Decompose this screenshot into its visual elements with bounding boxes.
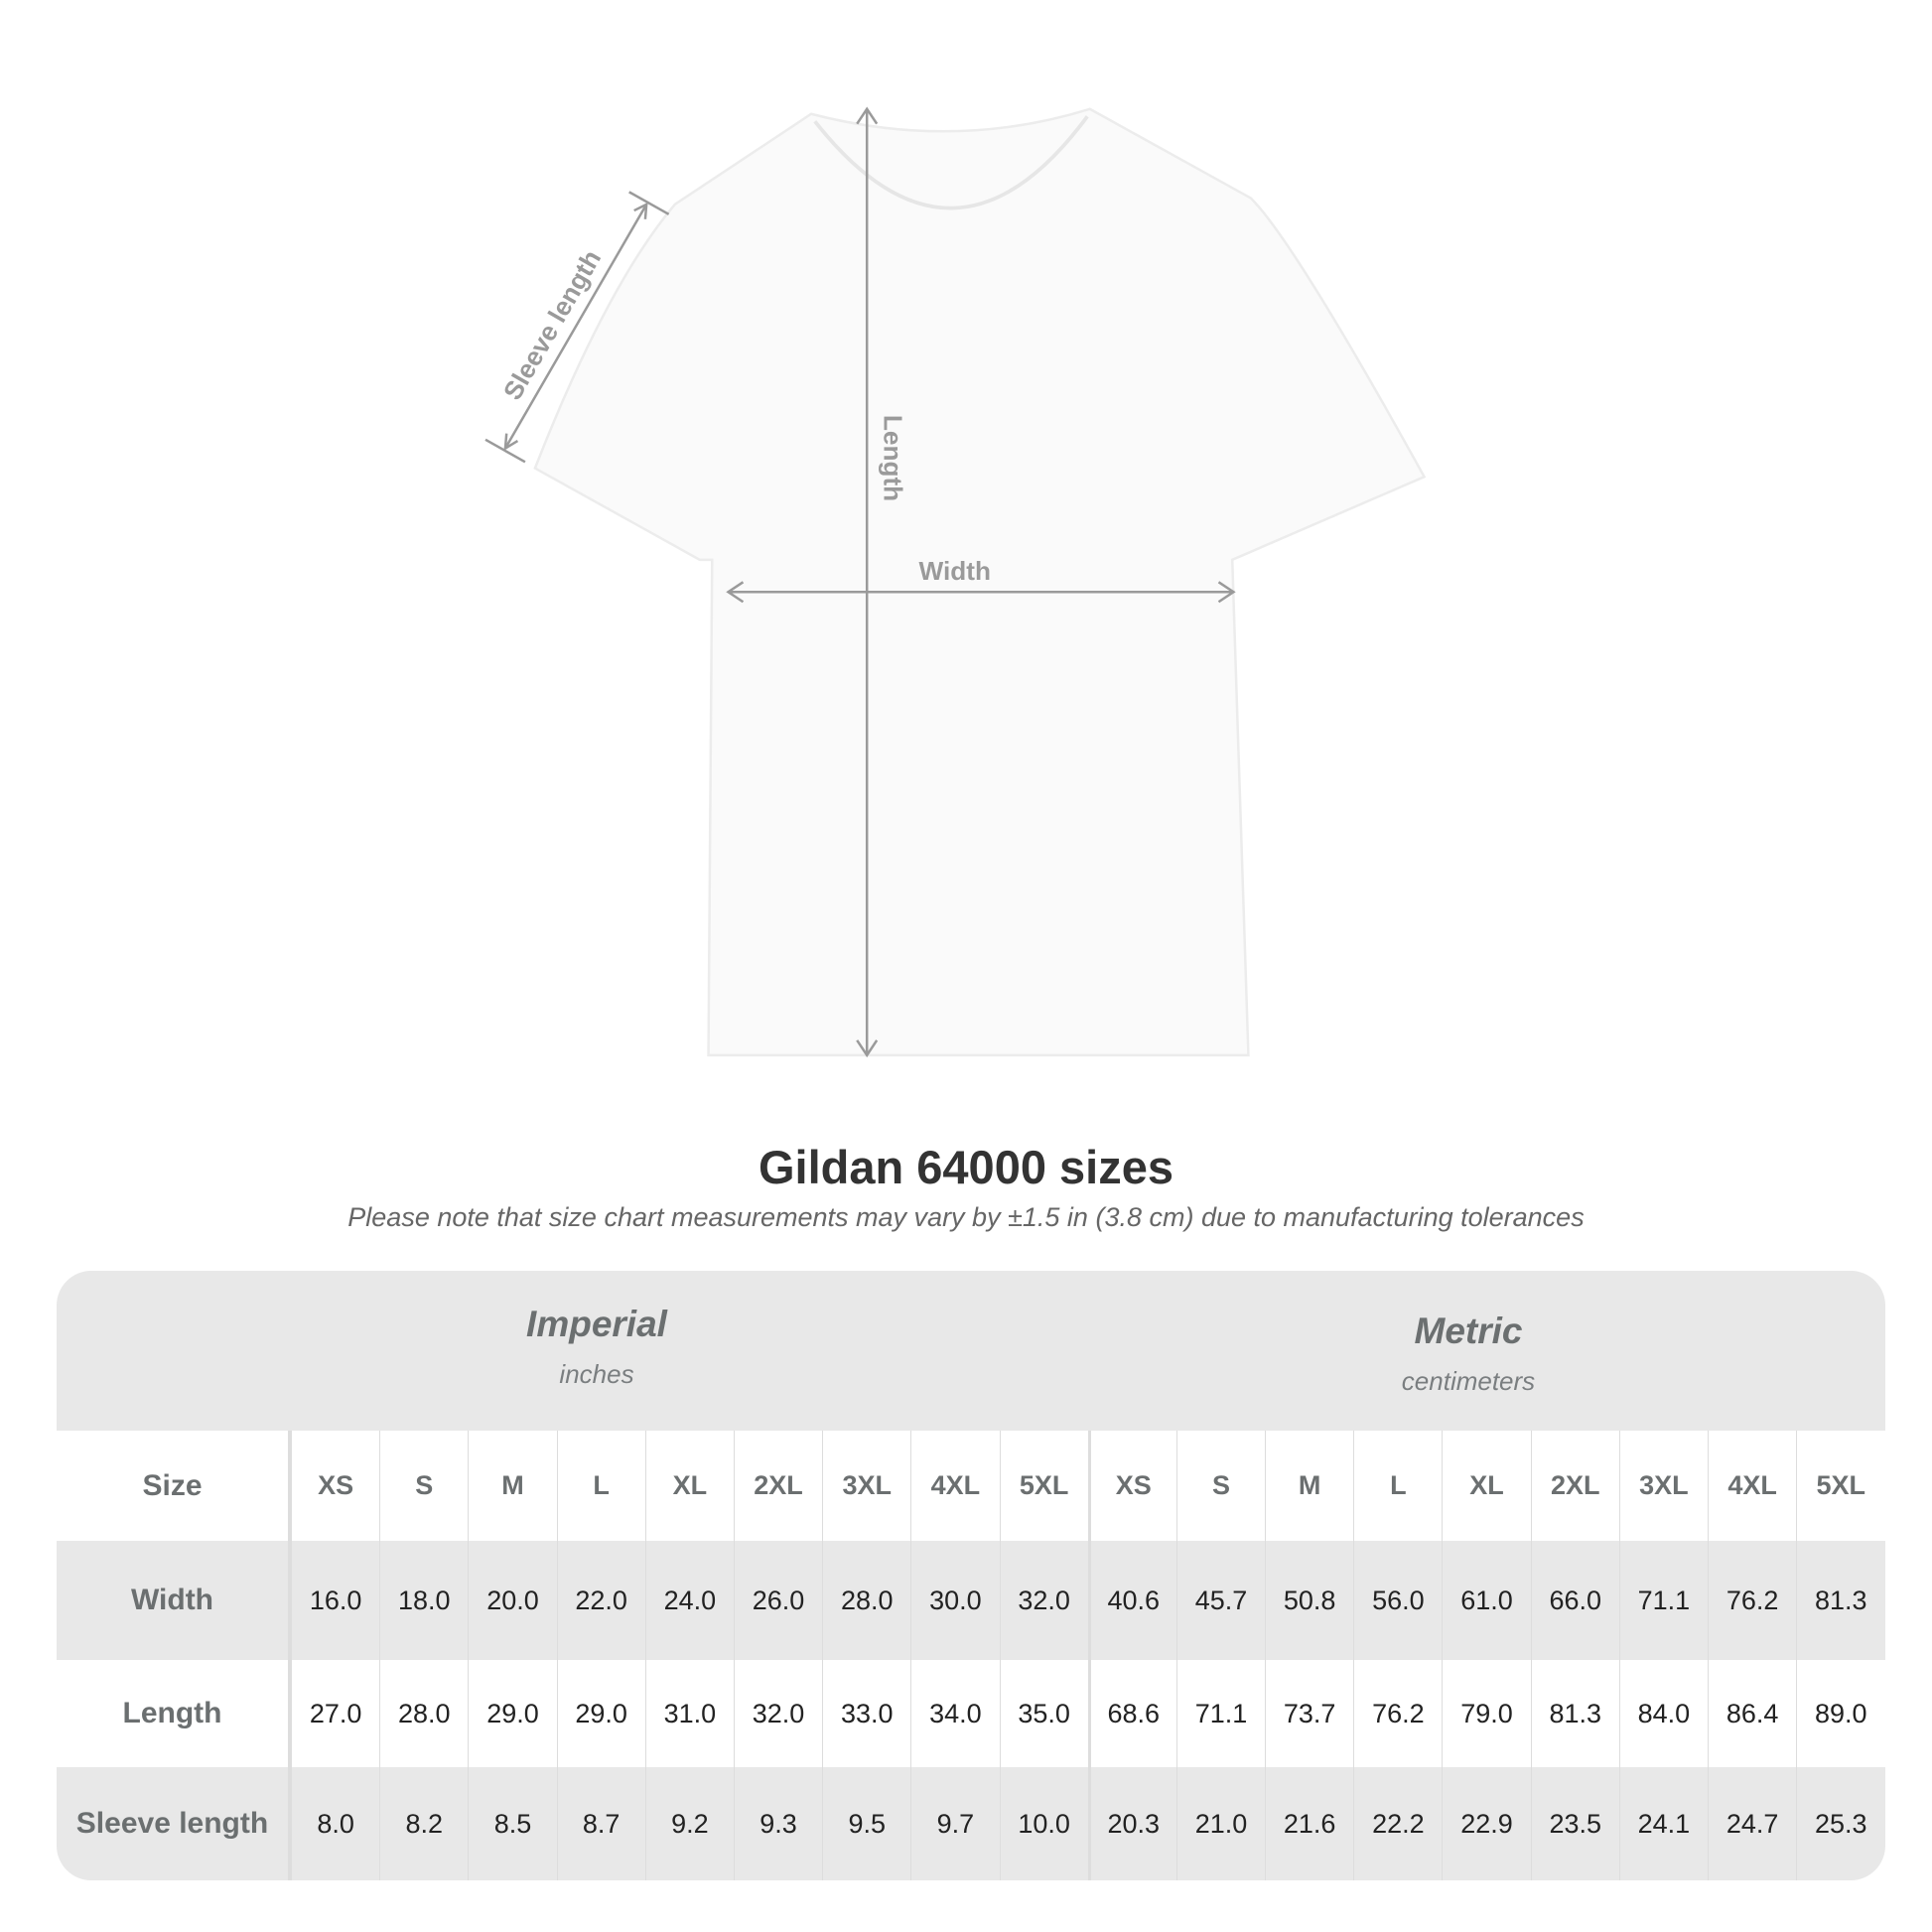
value-cell: 24.0 bbox=[644, 1541, 734, 1660]
value-cell: 32.0 bbox=[999, 1541, 1088, 1660]
value-cell: 8.7 bbox=[556, 1767, 645, 1880]
value-cell: 22.0 bbox=[556, 1541, 645, 1660]
value-cell: 24.1 bbox=[1618, 1767, 1708, 1880]
metric-title: Metric bbox=[1414, 1311, 1523, 1351]
size-header: L bbox=[1353, 1431, 1442, 1541]
value-cell: 81.3 bbox=[1530, 1660, 1619, 1767]
value-cell: 50.8 bbox=[1265, 1541, 1353, 1660]
size-header: S bbox=[379, 1431, 468, 1541]
metric-unit: centimeters bbox=[1401, 1366, 1536, 1396]
value-cell: 8.2 bbox=[379, 1767, 468, 1880]
value-cell: 28.0 bbox=[379, 1660, 468, 1767]
value-cell: 40.6 bbox=[1087, 1541, 1176, 1660]
value-cell: 8.0 bbox=[291, 1767, 379, 1880]
value-cell: 10.0 bbox=[999, 1767, 1088, 1880]
value-cell: 20.3 bbox=[1087, 1767, 1176, 1880]
value-cell: 8.5 bbox=[468, 1767, 556, 1880]
value-cell: 31.0 bbox=[644, 1660, 734, 1767]
value-cell: 89.0 bbox=[1796, 1660, 1884, 1767]
size-header-row: Size XS S M L XL 2XL 3XL 4XL 5XL XS S M L XL 2XL 3XL 4XL 5… bbox=[57, 1431, 1885, 1541]
value-cell: 66.0 bbox=[1530, 1541, 1619, 1660]
size-header: 5XL bbox=[999, 1431, 1088, 1541]
value-cell: 73.7 bbox=[1265, 1660, 1353, 1767]
value-cell: 76.2 bbox=[1708, 1541, 1796, 1660]
value-cell: 45.7 bbox=[1175, 1541, 1265, 1660]
value-cell: 32.0 bbox=[733, 1660, 822, 1767]
value-cell: 22.2 bbox=[1353, 1767, 1442, 1880]
unit-header bbox=[57, 1271, 1885, 1431]
value-cell: 9.2 bbox=[644, 1767, 734, 1880]
width-label: Width bbox=[919, 556, 991, 586]
value-cell: 81.3 bbox=[1796, 1541, 1884, 1660]
tshirt-shape bbox=[533, 107, 1427, 1057]
value-cell: 22.9 bbox=[1442, 1767, 1530, 1880]
table-row: Length 27.0 28.0 29.0 29.0 31.0 32.0 33.0 34.0 35… bbox=[57, 1660, 1885, 1767]
value-cell: 35.0 bbox=[999, 1660, 1088, 1767]
value-cell: 23.5 bbox=[1530, 1767, 1619, 1880]
page-title: Gildan 64000 sizes bbox=[758, 1141, 1174, 1193]
value-cell: 9.5 bbox=[822, 1767, 910, 1880]
size-header: XS bbox=[291, 1431, 379, 1541]
value-cell: 29.0 bbox=[556, 1660, 645, 1767]
value-cell: 9.7 bbox=[910, 1767, 999, 1880]
size-header: 5XL bbox=[1796, 1431, 1884, 1541]
imperial-unit: inches bbox=[559, 1359, 634, 1389]
size-header: 3XL bbox=[822, 1431, 910, 1541]
size-header: 2XL bbox=[733, 1431, 822, 1541]
value-cell: 20.0 bbox=[468, 1541, 556, 1660]
value-cell: 9.3 bbox=[733, 1767, 822, 1880]
value-cell: 84.0 bbox=[1618, 1660, 1708, 1767]
value-cell: 61.0 bbox=[1442, 1541, 1530, 1660]
metric-header: Metric centimeters bbox=[1171, 1311, 1766, 1397]
size-header: 2XL bbox=[1530, 1431, 1619, 1541]
table-row: Width 16.0 18.0 20.0 22.0 24.0 26.0 28.0 30.0 32.… bbox=[57, 1541, 1885, 1660]
value-cell: 24.7 bbox=[1708, 1767, 1796, 1880]
value-cell: 25.3 bbox=[1796, 1767, 1884, 1880]
imperial-header: Imperial inches bbox=[299, 1304, 895, 1390]
value-cell: 56.0 bbox=[1353, 1541, 1442, 1660]
row-label: Length bbox=[57, 1660, 291, 1767]
value-cell: 21.6 bbox=[1265, 1767, 1353, 1880]
size-table: Imperial inches Metric centimeters Size X… bbox=[57, 1271, 1885, 1880]
row-label: Width bbox=[57, 1541, 291, 1660]
value-cell: 34.0 bbox=[910, 1660, 999, 1767]
size-header: 4XL bbox=[910, 1431, 999, 1541]
value-cell: 29.0 bbox=[468, 1660, 556, 1767]
value-cell: 79.0 bbox=[1442, 1660, 1530, 1767]
size-header: L bbox=[556, 1431, 645, 1541]
value-cell: 27.0 bbox=[291, 1660, 379, 1767]
value-cell: 18.0 bbox=[379, 1541, 468, 1660]
size-header: M bbox=[1265, 1431, 1353, 1541]
value-cell: 30.0 bbox=[910, 1541, 999, 1660]
value-cell: 33.0 bbox=[822, 1660, 910, 1767]
value-cell: 71.1 bbox=[1618, 1541, 1708, 1660]
sleeve-arrow bbox=[503, 204, 648, 450]
tolerance-note: Please note that size chart measurements… bbox=[347, 1202, 1585, 1232]
value-cell: 21.0 bbox=[1175, 1767, 1265, 1880]
value-cell: 68.6 bbox=[1087, 1660, 1176, 1767]
size-header: XL bbox=[1442, 1431, 1530, 1541]
value-cell: 26.0 bbox=[733, 1541, 822, 1660]
size-header: XL bbox=[644, 1431, 734, 1541]
imperial-title: Imperial bbox=[526, 1304, 667, 1344]
collar bbox=[813, 115, 1089, 210]
size-header: S bbox=[1175, 1431, 1265, 1541]
size-header: M bbox=[468, 1431, 556, 1541]
row-label: Sleeve length bbox=[57, 1767, 291, 1880]
size-header: 4XL bbox=[1708, 1431, 1796, 1541]
size-header: XS bbox=[1087, 1431, 1176, 1541]
value-cell: 71.1 bbox=[1175, 1660, 1265, 1767]
table-row: Sleeve length 8.0 8.2 8.5 8.7 9.2 9.3 9.5 9.7 10.… bbox=[57, 1767, 1885, 1880]
size-header: 3XL bbox=[1618, 1431, 1708, 1541]
value-cell: 86.4 bbox=[1708, 1660, 1796, 1767]
value-cell: 16.0 bbox=[291, 1541, 379, 1660]
value-cell: 76.2 bbox=[1353, 1660, 1442, 1767]
row-label: Size bbox=[57, 1431, 291, 1541]
length-label: Length bbox=[879, 415, 908, 501]
value-cell: 28.0 bbox=[822, 1541, 910, 1660]
